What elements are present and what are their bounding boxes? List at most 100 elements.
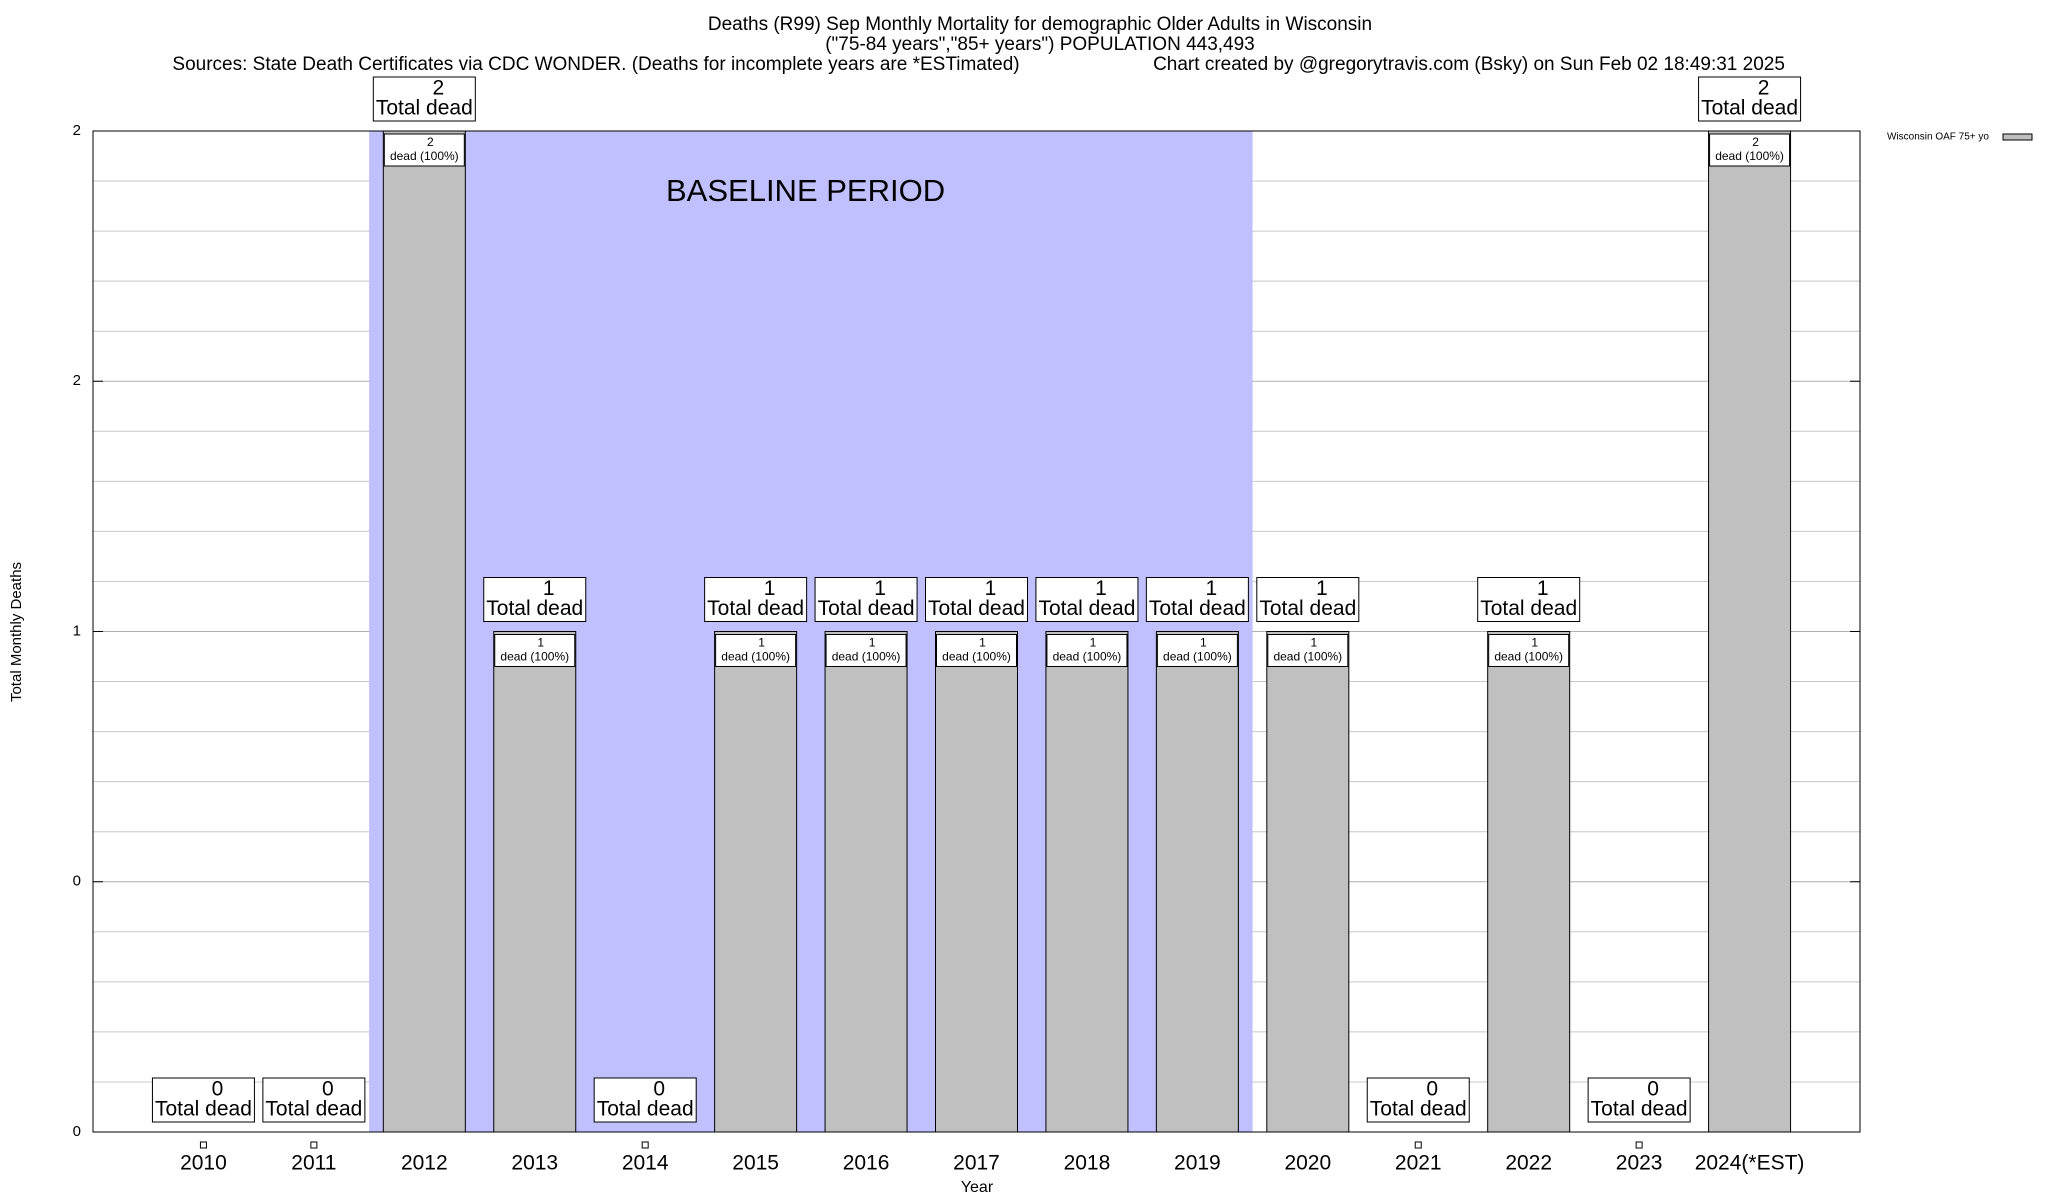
- inner-label-box: [715, 634, 797, 667]
- x-tick-label: 2014: [622, 1152, 669, 1175]
- inner-value-label: 1: [758, 636, 765, 650]
- value-label: 1: [985, 577, 997, 600]
- inner-dead-label: dead (100%): [1053, 650, 1122, 664]
- value-label: 1: [1316, 577, 1328, 600]
- total-dead-label: Total dead: [486, 597, 583, 620]
- zero-marker: [1414, 1141, 1422, 1149]
- x-tick-label: 2023: [1616, 1152, 1663, 1175]
- y-tick-label: 0: [73, 1123, 81, 1140]
- inner-dead-label: dead (100%): [832, 650, 901, 664]
- credit-note: Chart created by @gregorytravis.com (Bsk…: [1153, 54, 1785, 75]
- total-label-box: [262, 1077, 366, 1123]
- value-label: 2: [1758, 77, 1770, 100]
- x-tick-label: 2020: [1284, 1152, 1331, 1175]
- total-dead-label: Total dead: [928, 597, 1025, 620]
- total-dead-label: Total dead: [1038, 597, 1135, 620]
- value-label: 0: [212, 1078, 224, 1101]
- source-note: Sources: State Death Certificates via CD…: [172, 54, 1019, 75]
- value-label: 0: [653, 1078, 665, 1101]
- x-axis-label: Year: [961, 1179, 994, 1196]
- total-label-box: [1587, 1077, 1691, 1123]
- x-tick-label: 2012: [401, 1152, 448, 1175]
- value-label: 1: [543, 577, 555, 600]
- bar: [382, 130, 466, 1133]
- total-dead-label: Total dead: [818, 597, 915, 620]
- x-tick-label: 2010: [180, 1152, 227, 1175]
- x-tick-label: 2021: [1395, 1152, 1442, 1175]
- value-label: 1: [1206, 577, 1218, 600]
- inner-dead-label: dead (100%): [1163, 650, 1232, 664]
- total-label-box: [1698, 76, 1802, 122]
- total-dead-label: Total dead: [1149, 597, 1246, 620]
- total-dead-label: Total dead: [265, 1098, 362, 1121]
- x-tick-label: 2017: [953, 1152, 1000, 1175]
- value-label: 0: [1426, 1078, 1438, 1101]
- bar: [1708, 130, 1792, 1133]
- inner-value-label: 1: [1090, 636, 1097, 650]
- bar: [935, 631, 1018, 1133]
- inner-dead-label: dead (100%): [1494, 650, 1563, 664]
- chart-subtitle: ("75-84 years","85+ years") POPULATION 4…: [825, 34, 1255, 55]
- zero-marker: [641, 1141, 649, 1149]
- inner-dead-label: dead (100%): [1273, 650, 1342, 664]
- total-dead-label: Total dead: [1701, 97, 1798, 120]
- legend-swatch: [2002, 133, 2033, 141]
- total-label-box: [814, 577, 918, 622]
- chart-title: Deaths (R99) Sep Monthly Mortality for d…: [708, 14, 1372, 35]
- inner-value-label: 2: [427, 135, 434, 149]
- total-dead-label: Total dead: [1480, 597, 1577, 620]
- inner-value-label: 1: [537, 636, 544, 650]
- total-label-box: [1256, 577, 1360, 622]
- total-dead-label: Total dead: [1591, 1098, 1688, 1121]
- inner-dead-label: dead (100%): [721, 650, 790, 664]
- inner-label-box: [825, 634, 907, 667]
- inner-value-label: 1: [979, 636, 986, 650]
- total-dead-label: Total dead: [597, 1098, 694, 1121]
- value-label: 2: [432, 77, 444, 100]
- value-label: 0: [322, 1078, 334, 1101]
- inner-value-label: 1: [1310, 636, 1317, 650]
- total-dead-label: Total dead: [1259, 597, 1356, 620]
- inner-label-box: [1046, 634, 1128, 667]
- baseline-label: BASELINE PERIOD: [666, 173, 945, 208]
- total-label-box: [925, 577, 1028, 622]
- inner-dead-label: dead (100%): [1715, 149, 1784, 163]
- total-dead-label: Total dead: [376, 97, 473, 120]
- total-label-box: [372, 76, 476, 122]
- x-tick-label: 2024(*EST): [1695, 1152, 1805, 1175]
- inner-value-label: 2: [1752, 135, 1759, 149]
- x-tick-label: 2011: [291, 1152, 336, 1175]
- inner-label-box: [1488, 634, 1570, 667]
- inner-value-label: 1: [1200, 636, 1207, 650]
- total-dead-label: Total dead: [707, 597, 804, 620]
- inner-label-box: [383, 133, 465, 167]
- bar: [1155, 631, 1239, 1133]
- value-label: 0: [1647, 1078, 1659, 1101]
- total-label-box: [704, 577, 808, 622]
- inner-value-label: 1: [1531, 636, 1538, 650]
- value-label: 1: [1537, 577, 1549, 600]
- inner-label-box: [1709, 133, 1791, 167]
- bar: [1045, 631, 1129, 1133]
- value-label: 1: [874, 577, 886, 600]
- inner-dead-label: dead (100%): [500, 650, 569, 664]
- inner-label-box: [1267, 634, 1349, 667]
- total-dead-label: Total dead: [1370, 1098, 1467, 1121]
- x-tick-label: 2018: [1064, 1152, 1111, 1175]
- bar: [1487, 631, 1571, 1133]
- total-label-box: [1366, 1077, 1470, 1123]
- total-label-box: [1477, 577, 1581, 622]
- value-label: 1: [764, 577, 776, 600]
- bar: [714, 631, 798, 1133]
- value-label: 1: [1095, 577, 1107, 600]
- total-label-box: [1145, 577, 1249, 622]
- inner-label-box: [936, 634, 1017, 667]
- y-tick-label: 2: [73, 122, 81, 139]
- x-tick-label: 2015: [732, 1152, 779, 1175]
- inner-label-box: [1156, 634, 1238, 667]
- y-tick-label: 1: [73, 622, 81, 639]
- x-tick-label: 2022: [1505, 1152, 1552, 1175]
